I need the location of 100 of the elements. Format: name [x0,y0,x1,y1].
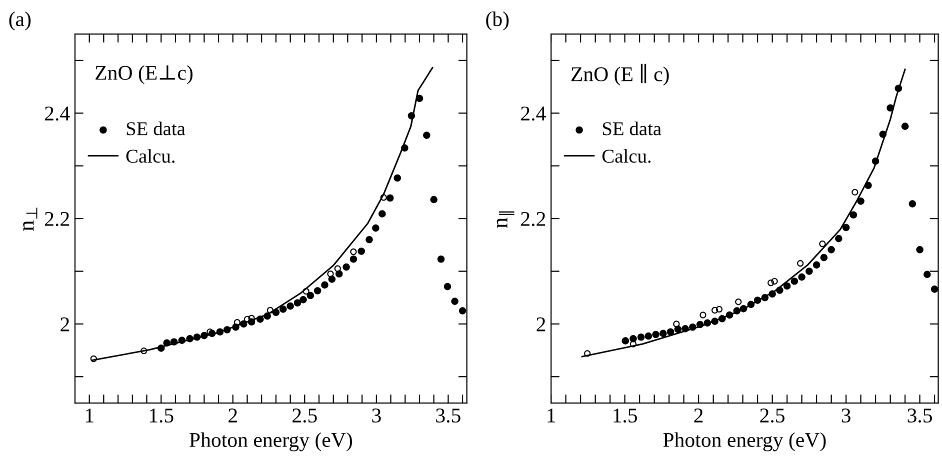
point [666,328,674,336]
point [458,307,466,314]
point [740,305,748,312]
point [444,282,452,290]
annotation: ZnO (E⊥c) [96,65,192,84]
y-tick-label: 2 [536,317,546,332]
point [279,306,287,313]
point [630,335,637,342]
point [314,287,322,294]
point [416,94,424,102]
point [378,210,386,218]
point [652,330,660,338]
point [294,299,302,307]
x-tick-label: 1 [86,408,94,422]
point [335,270,343,278]
point [350,255,358,263]
point [790,278,798,285]
y-tick-label: 2 [60,317,69,332]
x-tick-label: 2 [694,408,703,422]
point [232,323,240,331]
point [812,261,820,269]
point [842,224,850,232]
point [286,302,294,310]
text: (a) [9,12,31,30]
point [820,254,828,262]
point [768,290,776,298]
point [754,296,762,304]
point [193,333,201,341]
line-series [90,67,434,362]
point [437,255,445,263]
point [408,112,416,120]
point [223,326,231,334]
point [372,224,380,232]
y-tick-label: 2.2 [521,212,546,226]
point [401,144,408,152]
point [622,337,630,344]
point [704,319,712,327]
y-tick-label: 2.4 [521,106,546,121]
legend-label: SE data [602,122,662,136]
point [901,122,909,130]
legend-label: Calcu. [126,149,174,163]
point [711,318,718,325]
y-tick-label: 2.2 [44,212,69,226]
point [689,323,696,331]
point [930,286,938,293]
point [660,330,667,338]
point [806,268,813,275]
point [366,236,373,244]
x-tick-label: 2 [228,408,237,422]
point [924,270,931,278]
point [423,132,430,139]
point [828,246,835,254]
point [726,311,734,319]
point [637,333,645,341]
point [850,211,858,219]
point [321,281,328,289]
y-axis-title: n$_{∥}$ [496,211,514,228]
point [394,174,402,182]
point [696,320,704,328]
legend-label: SE data [126,122,186,136]
point [835,234,842,242]
x-axis-title: Photon energy (eV) [190,432,352,452]
point [776,286,784,294]
point [894,84,902,92]
point [157,344,165,352]
point [216,328,224,336]
x-tick-label: 1.5 [150,408,174,423]
x-tick-label: 3.5 [436,408,460,423]
point [328,276,336,283]
point [864,182,872,190]
text: (b) [486,12,509,30]
point [644,332,652,340]
point [358,248,366,255]
x-tick-label: 1 [548,408,556,422]
x-tick-label: 1.5 [614,408,638,423]
point [240,320,248,328]
x-tick-label: 3.5 [908,408,932,423]
point [272,308,280,316]
point [248,318,256,326]
point [170,338,178,346]
x-tick-label: 2.5 [292,408,317,423]
y-tick-label: 2.4 [44,106,70,121]
point [342,263,350,271]
x-tick-label: 3 [372,408,381,423]
point [783,282,791,290]
point [908,200,916,208]
point [208,330,216,338]
point [300,296,307,304]
point [857,198,864,205]
point [674,326,682,333]
point [886,104,894,112]
legend-label: Calcu. [602,149,651,163]
point [430,196,438,204]
point [306,292,314,300]
x-tick-label: 3 [842,408,850,423]
annotation: ZnO (E ∥ c) [571,64,669,86]
point [200,332,208,340]
point [747,300,755,308]
point [682,325,689,332]
point [178,336,186,344]
